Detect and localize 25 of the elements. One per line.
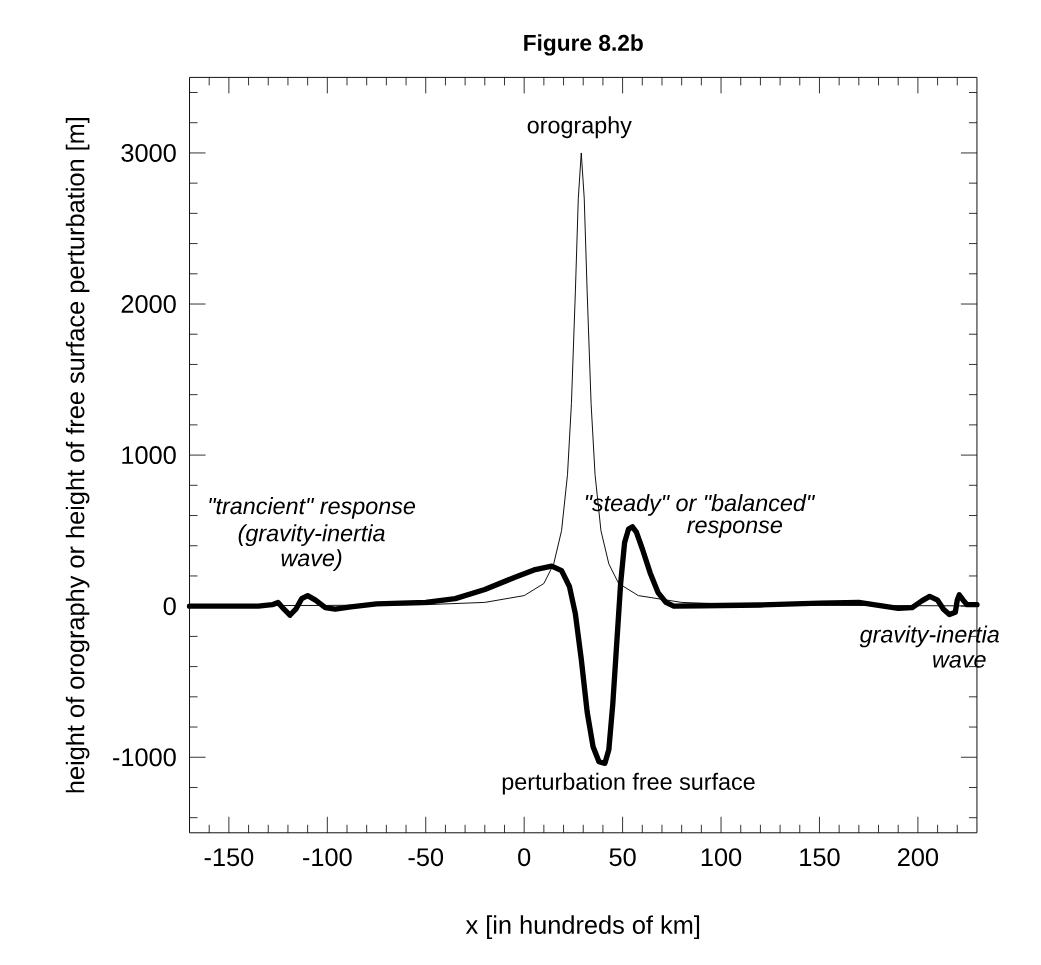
annotation: gravity-inertia xyxy=(859,625,999,648)
y-tick-label: 0 xyxy=(163,597,176,616)
x-tick-label: -150 xyxy=(204,848,254,867)
annotation: wave) xyxy=(281,549,342,572)
annotation: orography xyxy=(527,116,632,139)
annotation: response xyxy=(687,520,782,538)
y-tick-label: -1000 xyxy=(113,748,176,767)
annotation: "trancient" response xyxy=(209,497,416,519)
x-axis-title: x [in hundreds of km] xyxy=(465,915,700,939)
x-tick-label: -100 xyxy=(303,848,352,867)
annotation: (gravity-inertia xyxy=(238,524,385,547)
x-tick-label: 200 xyxy=(898,848,939,867)
y-tick-label: 3000 xyxy=(121,143,176,162)
y-tick-label: 2000 xyxy=(121,295,176,314)
y-axis-title: height of orography or height of free surface perturbation [m] xyxy=(65,118,90,793)
chart-title: Figure 8.2b xyxy=(524,34,643,56)
annotation: "steady" or "balanced" xyxy=(585,494,816,516)
x-tick-label: 50 xyxy=(609,848,636,867)
annotation: perturbation free surface xyxy=(502,772,755,795)
x-tick-label: 0 xyxy=(518,848,531,867)
y-tick-label: 1000 xyxy=(122,446,176,465)
x-tick-label: -50 xyxy=(408,848,444,867)
x-tick-label: 100 xyxy=(701,848,742,867)
annotation: wave xyxy=(933,654,986,668)
x-tick-label: 150 xyxy=(800,848,840,867)
